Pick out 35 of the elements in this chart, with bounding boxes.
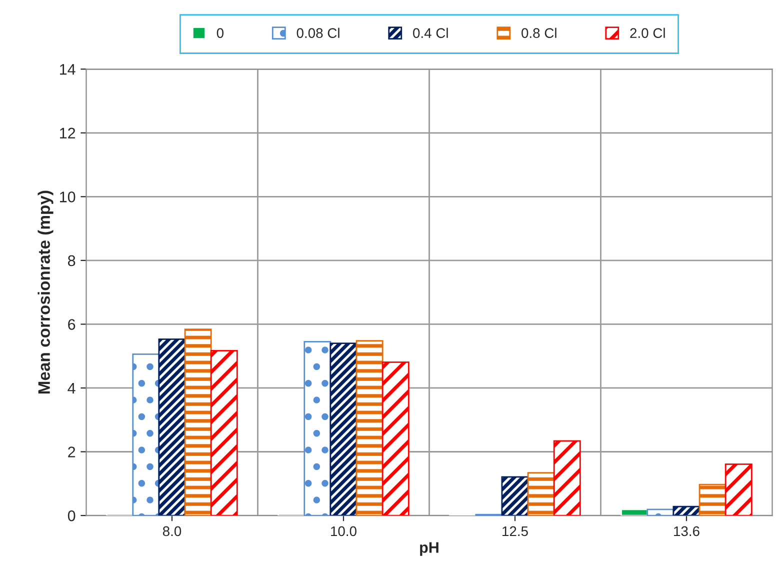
legend-label: 0.8 Cl	[522, 28, 556, 38]
bar	[158, 338, 186, 516]
bar	[527, 472, 555, 516]
bar	[620, 508, 648, 516]
bar	[646, 508, 674, 516]
bar	[698, 484, 726, 516]
x-tick-label: 13.6	[674, 526, 700, 536]
legend-label: 2.0 Cl	[630, 28, 665, 38]
bar	[501, 476, 529, 516]
y-tick-label: 12	[60, 128, 76, 138]
y-tick-label: 2	[68, 446, 76, 458]
x-tick-label: 12.5	[502, 526, 528, 536]
legend-label: 0.08 Cl	[296, 28, 340, 38]
x-tick-label: 8.0	[162, 526, 182, 536]
bar	[356, 340, 384, 516]
bar	[553, 440, 581, 516]
y-tick-label: 14	[60, 64, 76, 75]
bar	[132, 353, 160, 516]
y-axis-title: Mean corrosionrate (mpy)	[38, 190, 54, 394]
y-tick-label: 6	[68, 319, 76, 330]
bar	[382, 361, 410, 516]
y-tick-label: 8	[68, 255, 76, 266]
bar	[210, 350, 238, 516]
y-tick-label: 0	[68, 510, 76, 522]
bar	[330, 342, 358, 516]
x-axis-title: pH	[420, 542, 438, 556]
bar	[304, 341, 332, 516]
bar	[672, 506, 700, 516]
legend-label: 0	[216, 28, 224, 38]
y-tick-label: 4	[68, 383, 76, 394]
bar	[724, 463, 752, 516]
bar	[184, 328, 212, 516]
y-tick-label: 10	[60, 192, 76, 202]
legend-label: 0.4 Cl	[413, 28, 448, 38]
x-tick-label: 10.0	[331, 526, 356, 536]
